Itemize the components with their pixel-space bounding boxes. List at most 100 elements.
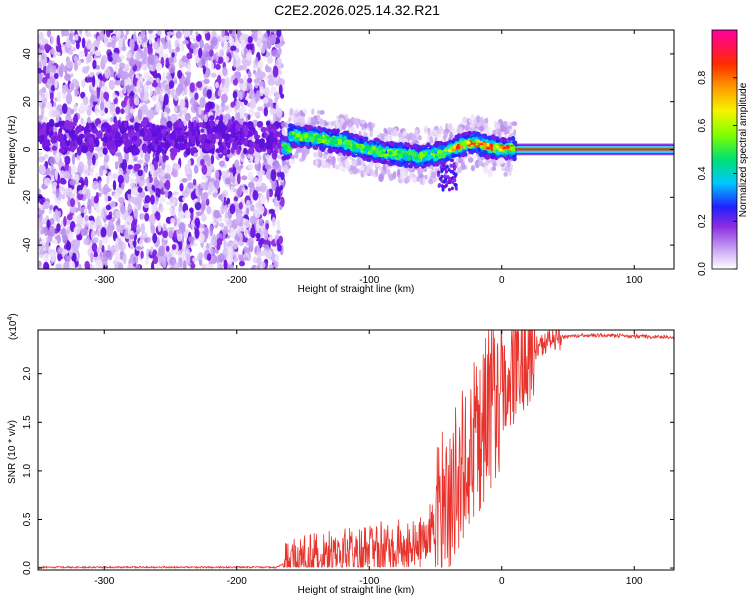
noise-speckle — [73, 104, 78, 112]
noise-speckle — [43, 153, 49, 159]
noise-speckle — [77, 59, 82, 66]
noise-speckle — [111, 91, 116, 100]
noise-speckle — [203, 114, 208, 123]
noise-speckle — [224, 177, 231, 185]
noise-speckle — [198, 47, 203, 59]
noise-band-speckle — [50, 136, 58, 144]
noise-speckle — [44, 226, 49, 237]
noise-speckle — [51, 239, 58, 244]
noise-speckle — [199, 39, 204, 49]
noise-speckle — [68, 232, 74, 241]
noise-speckle — [159, 43, 164, 54]
noise-speckle — [190, 191, 196, 201]
noise-speckle — [105, 93, 109, 102]
noise-speckle — [158, 245, 165, 257]
noise-speckle — [86, 188, 91, 200]
noise-speckle — [140, 213, 146, 220]
noise-speckle — [182, 196, 186, 202]
noise-speckle — [111, 173, 118, 180]
noise-speckle — [273, 260, 279, 269]
noise-speckle — [118, 262, 124, 269]
noise-speckle — [68, 32, 73, 43]
noise-speckle — [120, 108, 125, 115]
noise-speckle — [165, 245, 170, 252]
noise-speckle — [181, 178, 188, 183]
noise-speckle — [38, 227, 41, 240]
noise-speckle — [278, 84, 283, 96]
noise-speckle — [186, 253, 191, 265]
track-halo-speckle — [311, 108, 315, 116]
noise-speckle — [274, 254, 280, 262]
noise-band-speckle — [243, 147, 248, 155]
noise-speckle — [151, 261, 155, 269]
noise-speckle — [195, 31, 199, 37]
noise-speckle — [263, 244, 270, 249]
noise-speckle — [222, 105, 229, 111]
noise-speckle — [147, 45, 153, 56]
noise-speckle — [121, 159, 128, 171]
noise-band-speckle — [115, 131, 121, 141]
noise-speckle — [274, 43, 282, 49]
noise-band-speckle — [85, 122, 89, 133]
track-halo-speckle — [363, 122, 368, 129]
noise-speckle — [137, 186, 143, 193]
noise-speckle — [103, 183, 110, 195]
track-halo-speckle — [452, 128, 456, 135]
noise-speckle — [171, 243, 177, 250]
noise-speckle — [208, 49, 214, 57]
noise-speckle — [125, 30, 129, 36]
noise-speckle — [214, 169, 220, 180]
noise-speckle — [223, 240, 227, 250]
noise-speckle — [100, 101, 104, 111]
noise-speckle — [143, 202, 150, 209]
noise-speckle — [206, 32, 211, 41]
noise-speckle — [54, 152, 61, 163]
track-halo-speckle — [294, 112, 301, 117]
noise-speckle — [184, 209, 191, 219]
noise-band-speckle — [198, 134, 202, 142]
track-halo-speckle — [470, 165, 476, 172]
noise-speckle — [235, 66, 243, 71]
noise-speckle — [78, 263, 82, 269]
noise-speckle — [44, 43, 50, 51]
noise-speckle — [129, 177, 135, 184]
noise-speckle — [151, 203, 158, 214]
track-halo-speckle — [280, 121, 287, 128]
track-halo-speckle — [337, 156, 341, 162]
noise-speckle — [129, 38, 135, 51]
noise-speckle — [234, 159, 240, 170]
noise-speckle — [177, 210, 185, 220]
noise-speckle — [209, 224, 214, 237]
noise-speckle — [137, 159, 144, 165]
noise-speckle — [62, 170, 70, 179]
noise-speckle — [229, 226, 237, 239]
noise-speckle — [104, 67, 111, 79]
noise-speckle — [158, 52, 166, 59]
noise-speckle — [121, 45, 127, 52]
noise-speckle — [104, 194, 109, 203]
noise-speckle — [130, 220, 137, 231]
noise-band-speckle — [200, 128, 204, 133]
noise-speckle — [106, 214, 113, 220]
noise-speckle — [206, 205, 212, 215]
noise-speckle — [64, 155, 71, 165]
noise-speckle — [145, 256, 149, 266]
noise-speckle — [200, 53, 206, 66]
noise-speckle — [91, 75, 96, 88]
noise-speckle — [105, 204, 111, 211]
noise-speckle — [232, 90, 238, 100]
noise-speckle — [223, 259, 228, 269]
track-halo-speckle — [494, 121, 501, 130]
noise-speckle — [210, 72, 217, 78]
noise-band-speckle — [145, 128, 151, 135]
noise-speckle — [265, 64, 269, 73]
noise-speckle — [133, 208, 139, 220]
noise-speckle — [133, 239, 137, 248]
track-halo-speckle — [282, 164, 289, 173]
noise-speckle — [69, 179, 77, 186]
noise-speckle — [158, 202, 163, 210]
noise-speckle — [218, 160, 226, 167]
track-halo-speckle — [492, 166, 497, 171]
noise-speckle — [270, 86, 277, 94]
